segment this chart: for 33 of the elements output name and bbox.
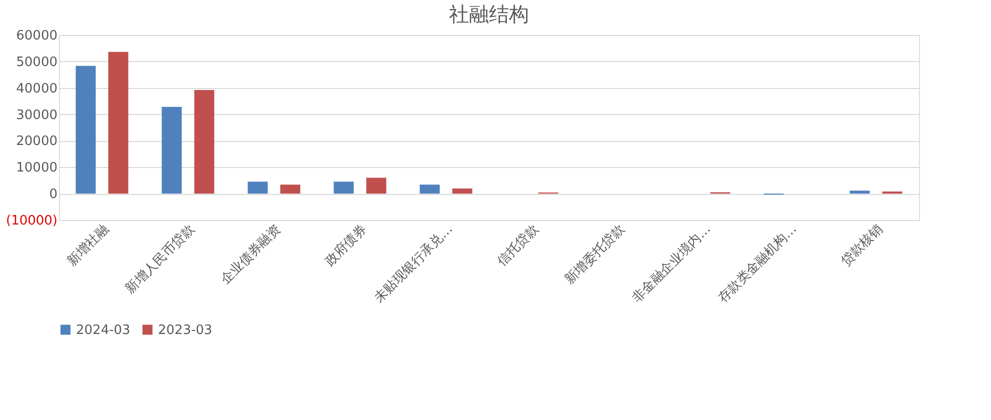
bar [248, 182, 268, 194]
x-tick-label: 存款类金融机构… [716, 222, 800, 306]
x-tick-label: 未贴现银行承兑… [372, 222, 456, 306]
chart-title: 社融结构 [449, 2, 529, 26]
bar [194, 90, 214, 194]
x-tick-label: 信托贷款 [494, 222, 542, 270]
x-tick-label: 新增社融 [64, 222, 112, 270]
y-tick-label: 30000 [16, 108, 58, 123]
bar [850, 190, 870, 194]
bar [334, 182, 354, 194]
y-tick-label: 40000 [16, 81, 58, 96]
x-tick-label: 非金融企业境内… [629, 221, 714, 306]
y-tick-label: (10000) [6, 214, 58, 228]
y-tick-label: 10000 [16, 160, 58, 176]
bar [108, 52, 128, 194]
bar [882, 191, 902, 194]
x-tick-label: 新增人民币贷款 [122, 222, 198, 297]
x-tick-label: 贷款核销 [838, 222, 886, 270]
y-tick-label: 60000 [16, 28, 58, 44]
bar [420, 184, 440, 194]
y-tick-label: 50000 [16, 54, 58, 70]
bar [452, 188, 472, 194]
legend-label: 2024-03 [76, 322, 130, 338]
x-tick-label: 企业债券融资 [218, 222, 284, 288]
bar [162, 106, 182, 194]
bar [76, 66, 96, 194]
y-tick-label: 0 [49, 187, 58, 202]
legend-label: 2023-03 [158, 322, 212, 338]
x-tick-label: 新增委托贷款 [562, 222, 628, 288]
bar [280, 184, 300, 194]
x-tick-label: 政府债券 [322, 221, 370, 270]
bar [366, 178, 386, 194]
y-tick-label: 20000 [16, 134, 58, 150]
